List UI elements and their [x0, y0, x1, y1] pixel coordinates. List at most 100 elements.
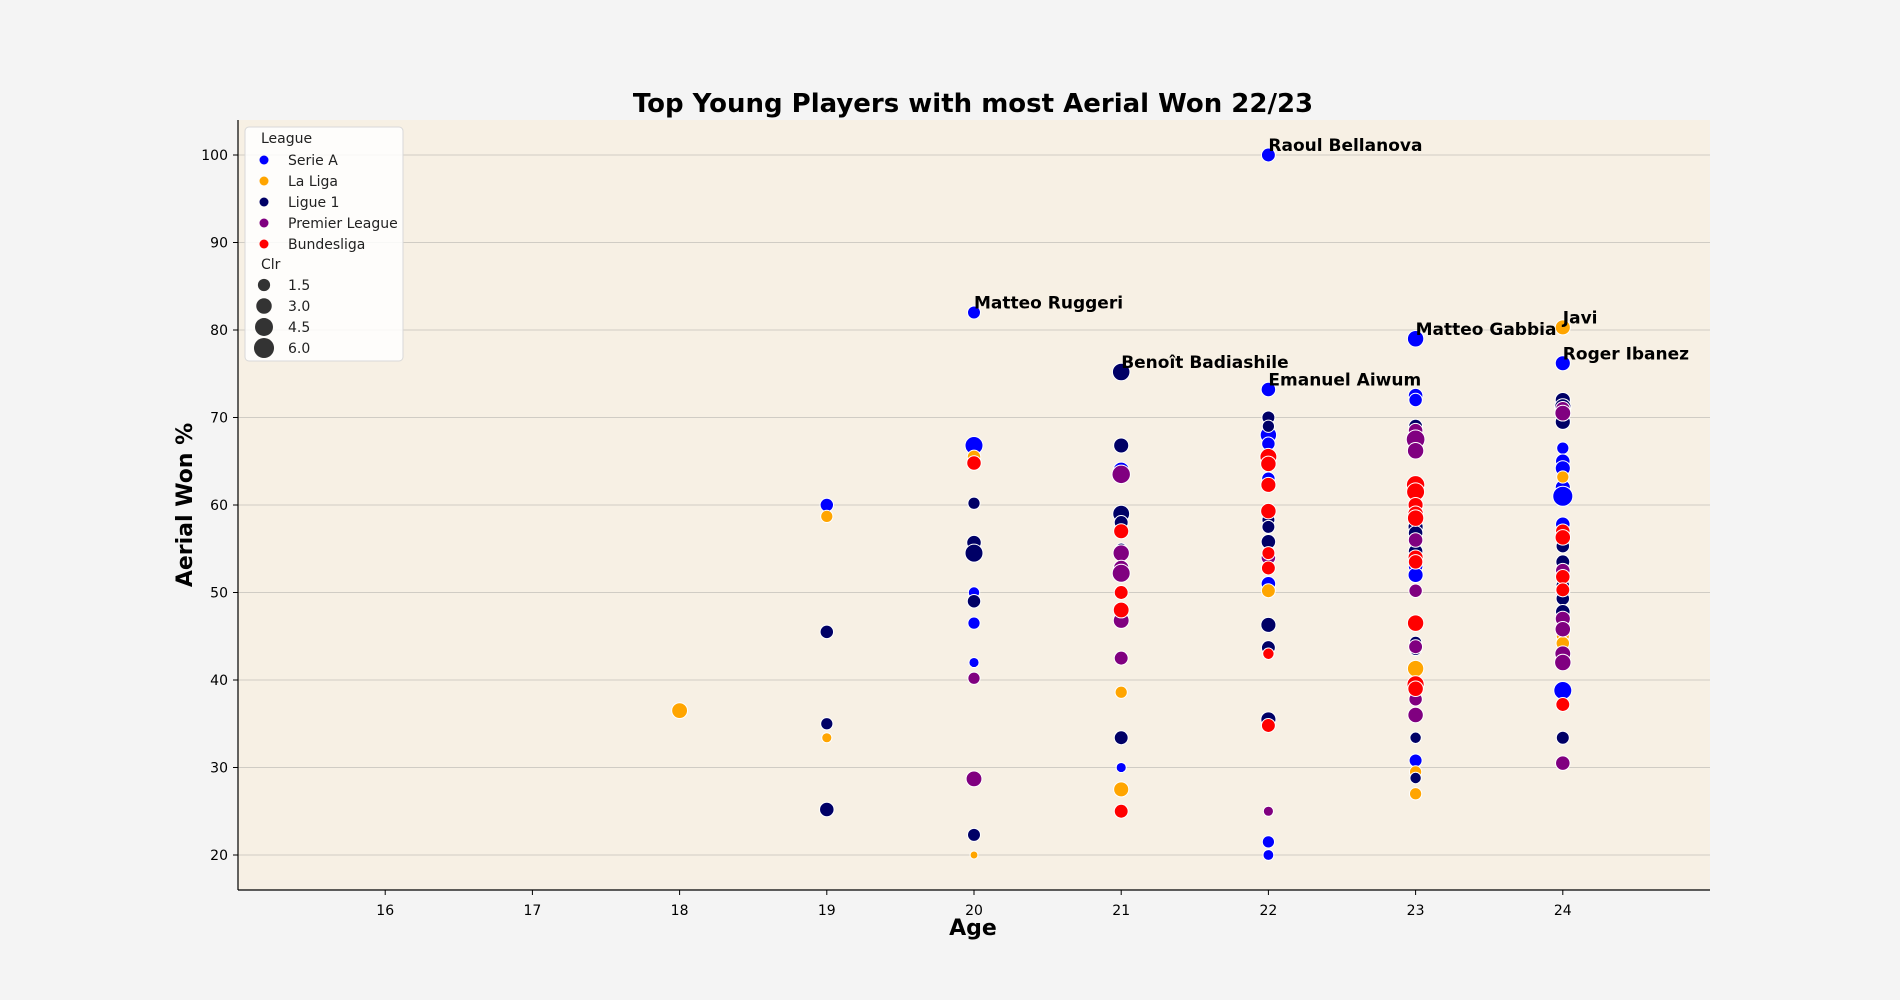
point-bundesliga-7: [1260, 476, 1277, 493]
point-bundesliga-9: [1261, 546, 1276, 561]
legend-league-entries: Serie A La Liga Ligue 1 Premier League Bunde…: [259, 153, 398, 253]
x-tick-label-23: 23: [1407, 903, 1425, 919]
legend-size-title: Clr: [261, 257, 281, 273]
point-serie-a-23: [1554, 355, 1571, 372]
point-serie-a-28: [1552, 485, 1574, 507]
point-bundesliga-20: [1406, 614, 1425, 632]
point-la-liga-9: [1406, 659, 1425, 678]
point-bundesliga-22: [1407, 680, 1424, 697]
point-premier-league-7: [1113, 650, 1129, 666]
legend-size-marker-3: [253, 337, 275, 359]
point-ligue-1-29: [1409, 731, 1422, 744]
point-premier-league-24: [1554, 653, 1572, 672]
x-tick-label-16: 16: [376, 903, 394, 919]
point-bundesliga-1: [1113, 523, 1130, 540]
point-serie-a-21: [1407, 566, 1424, 584]
legend-size-label-2: 4.5: [288, 320, 310, 336]
point-la-liga-12: [1554, 319, 1571, 336]
point-bundesliga-12: [1260, 718, 1276, 733]
x-ticks: 16 17 18 19 20 21 22 23 24: [376, 890, 1572, 919]
y-ticks: 20 30 40 50 60 70 80 90 100: [201, 148, 238, 864]
annotations: Raoul Bellanova Matteo Ruggeri Benoît Badi…: [974, 136, 1689, 391]
y-axis-label: Aerial Won %: [173, 423, 198, 587]
point-serie-a-7: [1115, 761, 1127, 774]
point-la-liga-11: [1408, 787, 1423, 801]
point-bundesliga-26: [1555, 582, 1571, 598]
y-tick-label-80: 80: [210, 323, 228, 339]
point-serie-a-5: [968, 656, 980, 669]
y-tick-label-100: 100: [201, 148, 228, 164]
point-bundesliga-10: [1260, 560, 1276, 576]
x-tick-label-21: 21: [1112, 903, 1130, 919]
point-serie-a-15: [1261, 835, 1276, 849]
point-serie-a-4: [967, 616, 981, 630]
point-serie-a-9: [1260, 381, 1277, 398]
point-premier-league-25: [1555, 755, 1571, 771]
point-ligue-1-2: [819, 801, 835, 818]
legend-label-premier-league: Premier League: [288, 216, 398, 232]
chart-title: Top Young Players with most Aerial Won 2…: [633, 89, 1313, 119]
annotation-beno-t-badiashile: Benoît Badiashile: [1121, 353, 1288, 373]
point-premier-league-1: [965, 770, 983, 788]
point-premier-league-3: [1112, 544, 1130, 562]
point-premier-league-0: [967, 671, 981, 685]
x-tick-label-19: 19: [818, 903, 836, 919]
legend-size-label-0: 1.5: [288, 278, 310, 294]
point-serie-a-0: [819, 497, 835, 513]
legend-marker-bundesliga: [259, 239, 269, 249]
point-la-liga-0: [671, 702, 689, 720]
legend-label-bundesliga: Bundesliga: [288, 237, 365, 253]
y-tick-label-30: 30: [210, 761, 228, 777]
annotation-raoul-bellanova: Raoul Bellanova: [1268, 136, 1422, 156]
legend-size-marker-1: [256, 298, 272, 314]
point-premier-league-2: [1111, 464, 1131, 485]
y-tick-label-90: 90: [210, 236, 228, 252]
point-bundesliga-8: [1260, 502, 1277, 520]
point-serie-a-16: [1262, 849, 1275, 861]
x-axis-label: Age: [949, 916, 997, 941]
point-ligue-1-20: [1260, 616, 1277, 633]
y-tick-label-40: 40: [210, 673, 228, 689]
legend-marker-serie-a: [259, 155, 269, 165]
point-ligue-1-30: [1409, 771, 1422, 785]
point-ligue-1-0: [819, 624, 835, 640]
x-tick-label-17: 17: [523, 903, 541, 919]
legend: League Serie A La Liga Ligue 1 Premier Leag…: [244, 126, 404, 362]
x-tick-label-22: 22: [1259, 903, 1277, 919]
x-tick-label-24: 24: [1554, 903, 1572, 919]
point-premier-league-17: [1407, 706, 1424, 724]
legend-size-entries: 1.5 3.0 4.5 6.0: [253, 278, 310, 359]
y-tick-label-70: 70: [210, 411, 228, 427]
point-ligue-1-15: [1261, 419, 1276, 433]
point-serie-a-17: [1406, 330, 1425, 348]
point-bundesliga-24: [1554, 529, 1572, 546]
point-premier-league-14: [1408, 583, 1423, 598]
annotation-javi: Javi: [1562, 308, 1598, 328]
point-bundesliga-25: [1555, 568, 1571, 585]
legend-label-serie-a: Serie A: [288, 153, 338, 169]
legend-size-marker-0: [257, 278, 271, 292]
point-bundesliga-19: [1407, 554, 1424, 570]
y-tick-label-50: 50: [210, 586, 228, 602]
point-ligue-1-3: [967, 496, 981, 510]
legend-box: [244, 126, 404, 362]
legend-marker-ligue-1: [259, 197, 269, 207]
point-la-liga-5: [1114, 685, 1128, 699]
annotation-emanuel-aiwum: Emanuel Aiwum: [1268, 371, 1421, 391]
annotation-roger-ibanez: Roger Ibanez: [1563, 344, 1689, 364]
point-ligue-1-7: [967, 827, 981, 842]
y-tick-label-20: 20: [210, 848, 228, 864]
y-tick-label-60: 60: [210, 498, 228, 514]
legend-hue-title: League: [261, 131, 312, 147]
point-bundesliga-17: [1406, 509, 1425, 527]
point-bundesliga-2: [1113, 585, 1129, 600]
legend-marker-la-liga: [259, 176, 269, 186]
point-la-liga-1: [820, 509, 834, 523]
point-ligue-1-5: [964, 543, 984, 563]
point-la-liga-4: [969, 850, 979, 860]
point-bundesliga-11: [1262, 647, 1275, 660]
point-serie-a-24: [1556, 441, 1570, 455]
point-serie-a-22: [1408, 753, 1423, 768]
point-la-liga-2: [821, 732, 833, 744]
point-bundesliga-27: [1555, 697, 1571, 712]
